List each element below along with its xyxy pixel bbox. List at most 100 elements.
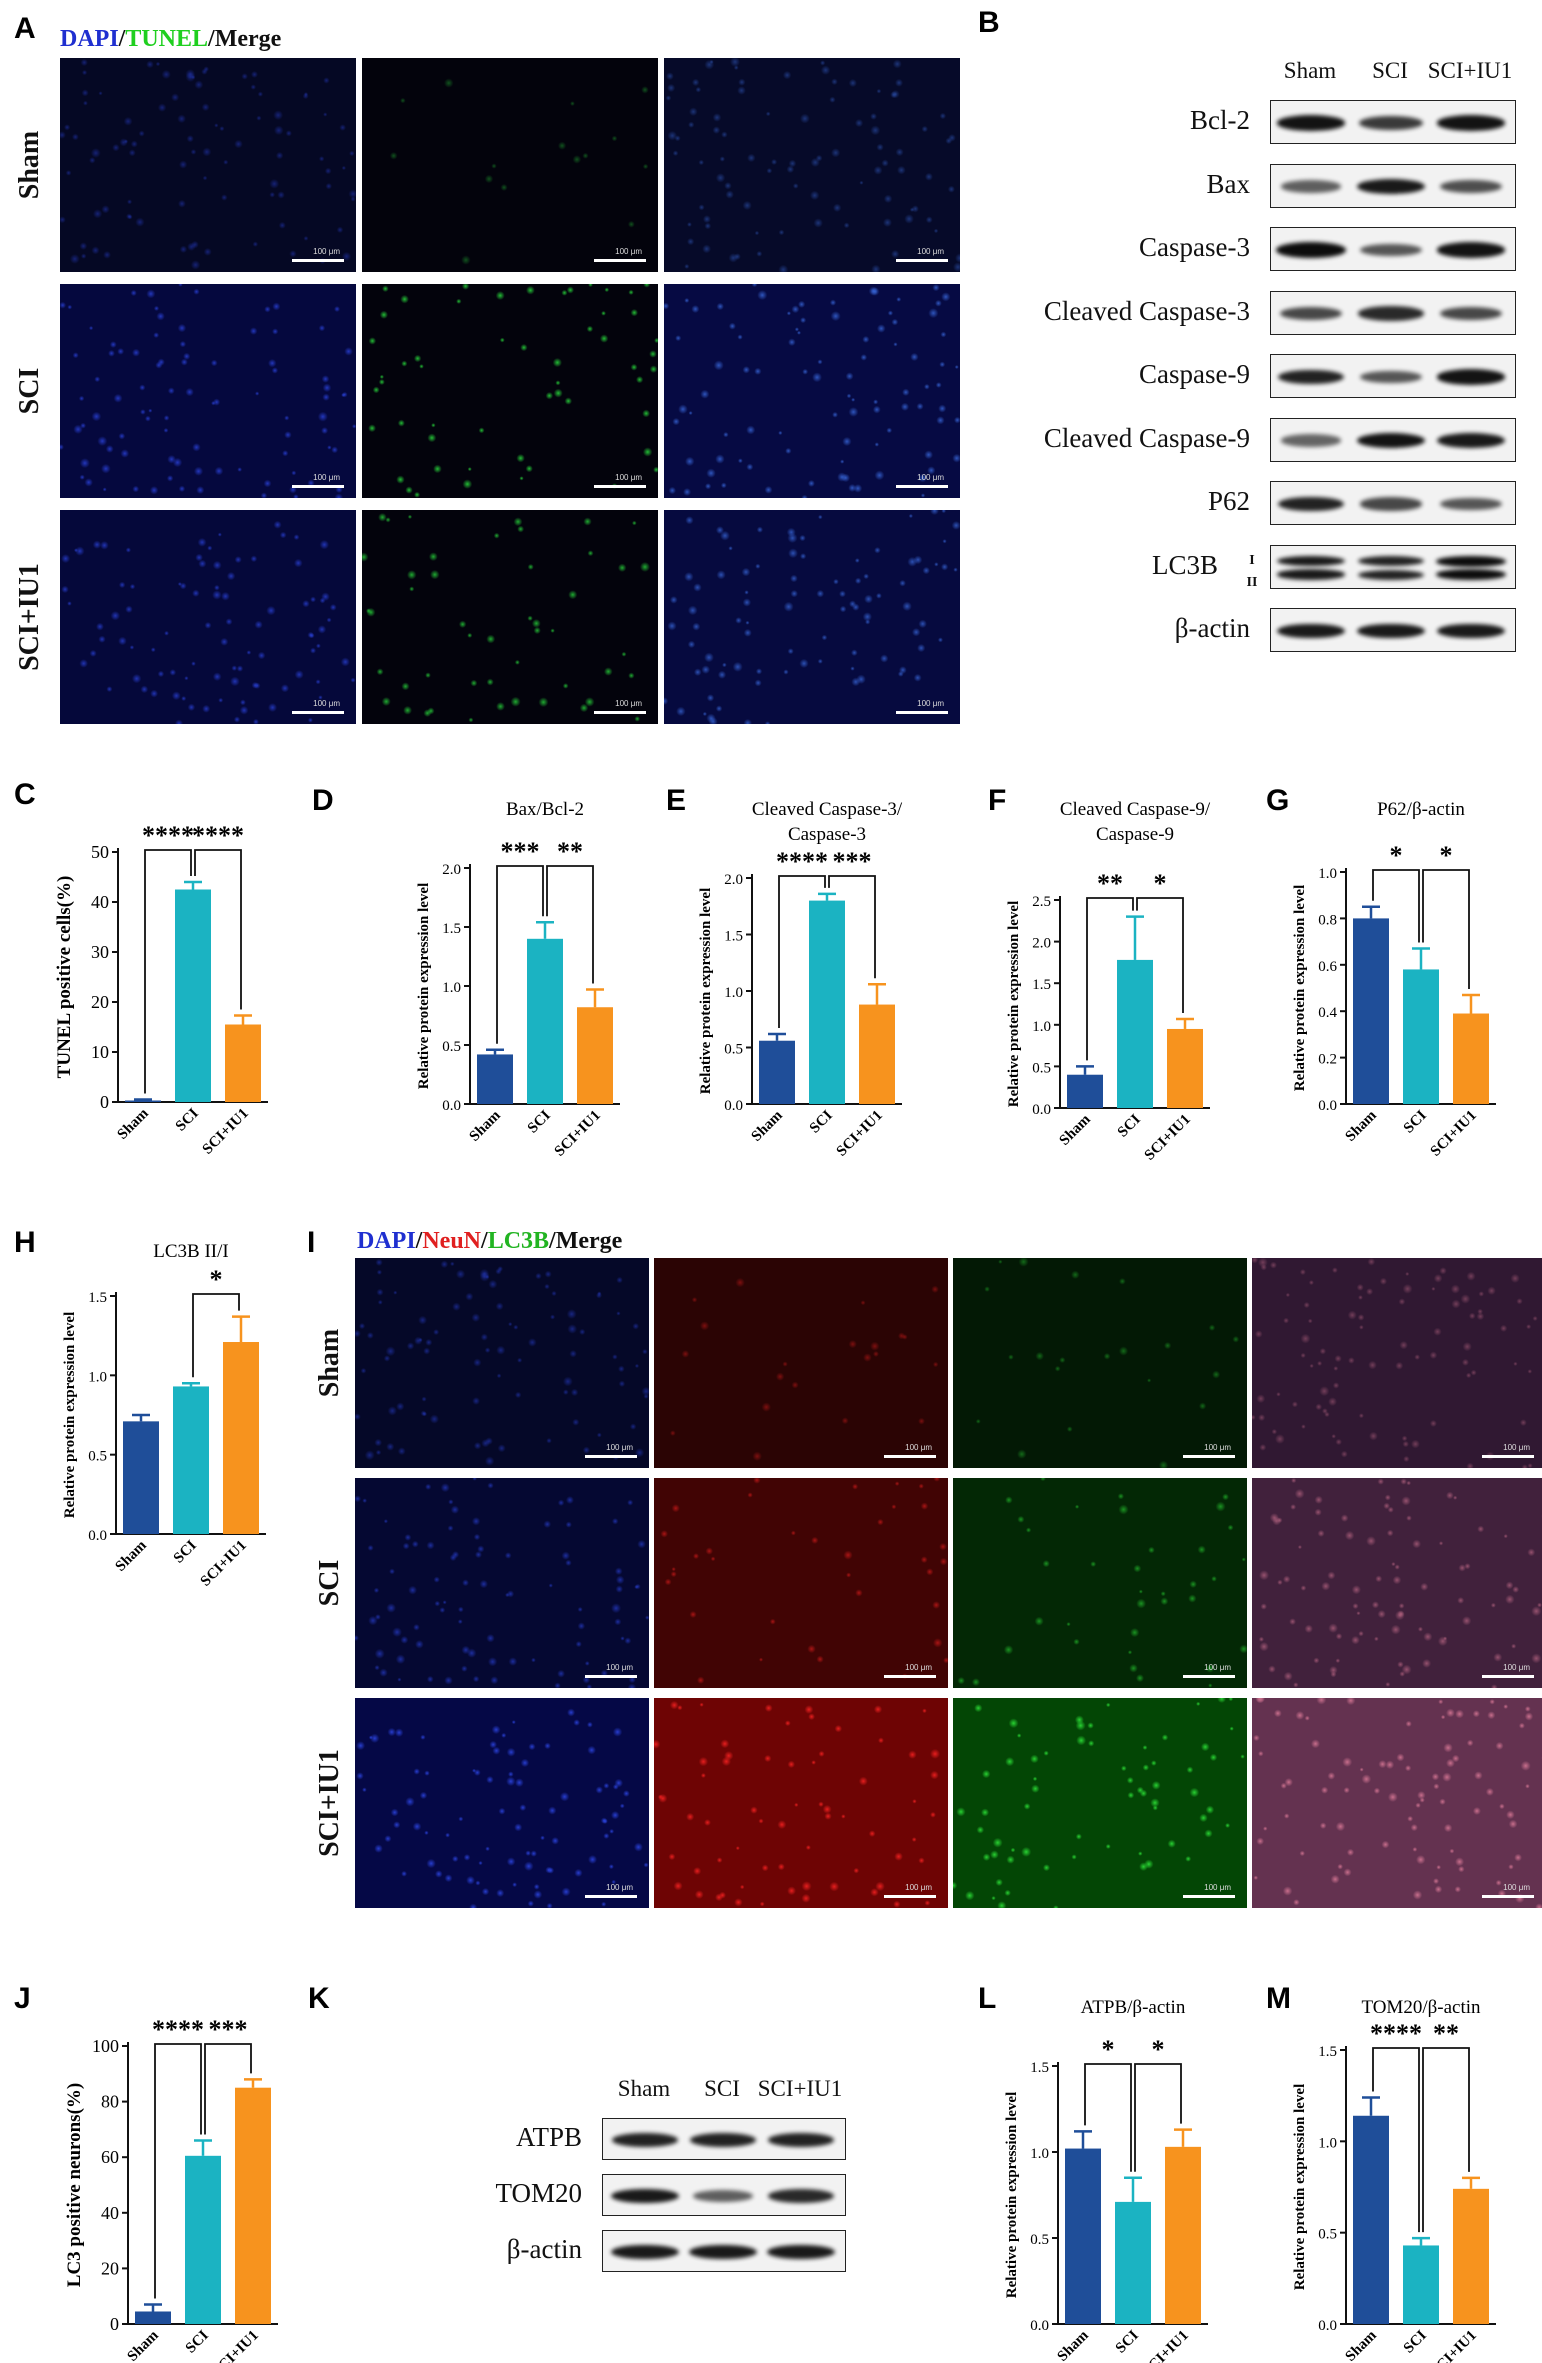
chart-c-y-tick-label: 20 xyxy=(91,992,109,1012)
chart-h-x-tick-label: Sham xyxy=(113,1537,151,1575)
blot-label-cleaved-caspase-9: Cleaved Caspase-9 xyxy=(1043,422,1250,453)
chart-l-x-tick-label: SCI xyxy=(1113,2327,1142,2356)
chart-d-y-tick-label: 0.0 xyxy=(442,1098,461,1114)
chart-c-bar-sci-iu1 xyxy=(225,1024,261,1102)
chart-e-x-tick-label: SCI xyxy=(807,1107,836,1136)
chart-f-significance-label: ** xyxy=(1097,869,1123,898)
scale-bar-label: 100 μm xyxy=(313,699,340,708)
scale-bar xyxy=(594,485,646,488)
blot-strip-atpb xyxy=(602,2118,846,2160)
chart-m-significance-label: **** xyxy=(1370,2019,1422,2048)
scale-bar-label: 100 μm xyxy=(1503,1443,1530,1452)
chart-e-x-tick-label: Sham xyxy=(749,1107,787,1145)
chart-h-y-tick-label: 1.5 xyxy=(88,1290,107,1306)
chart-m-significance-label: ** xyxy=(1433,2019,1459,2048)
panel-label-d: D xyxy=(312,784,334,817)
chart-g-significance-bracket xyxy=(1372,869,1420,943)
chart-d-significance-bracket xyxy=(496,865,544,1044)
header-separator: / xyxy=(481,1228,488,1254)
chart-l-significance-label: * xyxy=(1152,2035,1165,2064)
blot-band xyxy=(1436,115,1506,131)
chart-f-bar-sham xyxy=(1067,1074,1103,1108)
blot-band xyxy=(1440,180,1502,193)
blot-strip--actin xyxy=(1270,608,1516,652)
blot-band xyxy=(1360,370,1422,384)
chart-h-y-tick-label: 0.0 xyxy=(88,1528,107,1544)
chart-c-y-tick-label: 10 xyxy=(91,1042,109,1062)
chart-c-x-tick-label: SCI xyxy=(173,1105,202,1134)
chart-g-x-tick-label: Sham xyxy=(1343,1107,1381,1145)
scale-bar-label: 100 μm xyxy=(313,473,340,482)
dapi-label: DAPI xyxy=(60,26,119,52)
blot-column-sci-iu1: SCI+IU1 xyxy=(1427,58,1513,83)
chart-g-significance-label: * xyxy=(1440,841,1453,870)
blot-label-atpb: ATPB xyxy=(515,2122,582,2152)
chart-f-y-tick-label: 1.5 xyxy=(1032,977,1051,993)
chart-e-y-tick-label: 0.5 xyxy=(724,1042,743,1058)
chart-l-bar-sci-iu1 xyxy=(1165,2146,1201,2324)
micrograph-sci-iu1-dapi: 100 μm xyxy=(355,1698,649,1908)
chart-m-significance-bracket xyxy=(1372,2047,1420,2233)
chart-h-x-tick-label: SCI+IU1 xyxy=(198,1538,250,1590)
scale-bar xyxy=(594,711,646,714)
chart-d-x-tick-label: SCI xyxy=(525,1107,554,1136)
panel-label-i: I xyxy=(307,1226,316,1259)
blot-strip-bax xyxy=(1270,163,1516,208)
blot-band xyxy=(1277,369,1345,385)
chart-f-y-tick-label: 1.0 xyxy=(1032,1019,1051,1035)
chart-e-significance-bracket xyxy=(828,875,876,979)
micrograph-sci-merge: 100 μm xyxy=(664,284,960,498)
chart-m-y-tick-label: 0.5 xyxy=(1318,2227,1337,2243)
chart-c-significance-bracket xyxy=(144,849,192,1094)
chart-f-bar-sci xyxy=(1117,959,1153,1108)
chart-d-significance-label: *** xyxy=(501,837,540,866)
blot-band xyxy=(768,2189,834,2203)
blot-band xyxy=(1436,242,1506,258)
chart-m-y-tick-label: 1.0 xyxy=(1318,2135,1337,2151)
chart-d-x-tick-label: Sham xyxy=(467,1107,505,1145)
panel-label-g: G xyxy=(1266,784,1290,817)
chart-f-title-line2: Caspase-9 xyxy=(1096,824,1174,845)
chart-d-x-tick-label: SCI+IU1 xyxy=(552,1108,604,1160)
chart-h-bar-sci-iu1 xyxy=(223,1342,259,1534)
panel-label-b: B xyxy=(978,6,1000,39)
blot-band xyxy=(1357,569,1425,580)
chart-e-bar-sci xyxy=(809,900,845,1104)
chart-c-bar-sci xyxy=(175,889,211,1102)
blot-band xyxy=(1439,306,1503,321)
micrograph-sham-dapi: 100 μm xyxy=(60,58,356,272)
panel-label-f: F xyxy=(988,784,1007,817)
chart-j-significance-bracket xyxy=(204,2043,252,2135)
micrograph-sci-iu1-mergeI: 100 μm xyxy=(1252,1698,1542,1908)
chart-m-bar-sci xyxy=(1403,2245,1439,2324)
blot-column-sci: SCI xyxy=(704,2076,740,2101)
blot-label-bax: Bax xyxy=(1206,168,1251,199)
scale-bar-label: 100 μm xyxy=(905,1663,932,1672)
micrograph-sham-neun: 100 μm xyxy=(654,1258,948,1468)
chart-h-bar-sci xyxy=(173,1386,209,1534)
chart-d-y-tick-label: 1.0 xyxy=(442,980,461,996)
chart-l-y-tick-label: 0.5 xyxy=(1030,2232,1049,2248)
blot-band xyxy=(689,2133,757,2147)
scale-bar-label: 100 μm xyxy=(606,1663,633,1672)
scale-bar xyxy=(884,1675,936,1678)
chart-f-x-tick-label: SCI xyxy=(1115,1111,1144,1140)
micrograph-sci-iu1-tunel: 100 μm xyxy=(362,510,658,724)
chart-f-y-tick-label: 0.5 xyxy=(1032,1060,1051,1076)
chart-j-x-tick-label: SCI+IU1 xyxy=(210,2328,262,2363)
chart-l-significance-bracket xyxy=(1084,2063,1132,2172)
chart-e-y-tick-label: 0.0 xyxy=(724,1098,743,1114)
chart-g-y-tick-label: 0.0 xyxy=(1318,1098,1337,1114)
scale-bar xyxy=(585,1895,637,1898)
scale-bar-label: 100 μm xyxy=(1503,1663,1530,1672)
chart-m-x-tick-label: Sham xyxy=(1343,2327,1381,2363)
chart-j-y-tick-label: 40 xyxy=(101,2203,119,2223)
chart-h-x-tick-label: SCI xyxy=(171,1537,200,1566)
chart-h-y-tick-label: 1.0 xyxy=(88,1369,107,1385)
micrograph-sci-iu1-dapi: 100 μm xyxy=(60,510,356,724)
chart-m-bar-sci-iu1 xyxy=(1453,2188,1489,2324)
chart-l-y-tick-label: 0.0 xyxy=(1030,2318,1049,2334)
lc3b-label: LC3B xyxy=(487,1228,550,1254)
scale-bar-label: 100 μm xyxy=(1204,1443,1231,1452)
